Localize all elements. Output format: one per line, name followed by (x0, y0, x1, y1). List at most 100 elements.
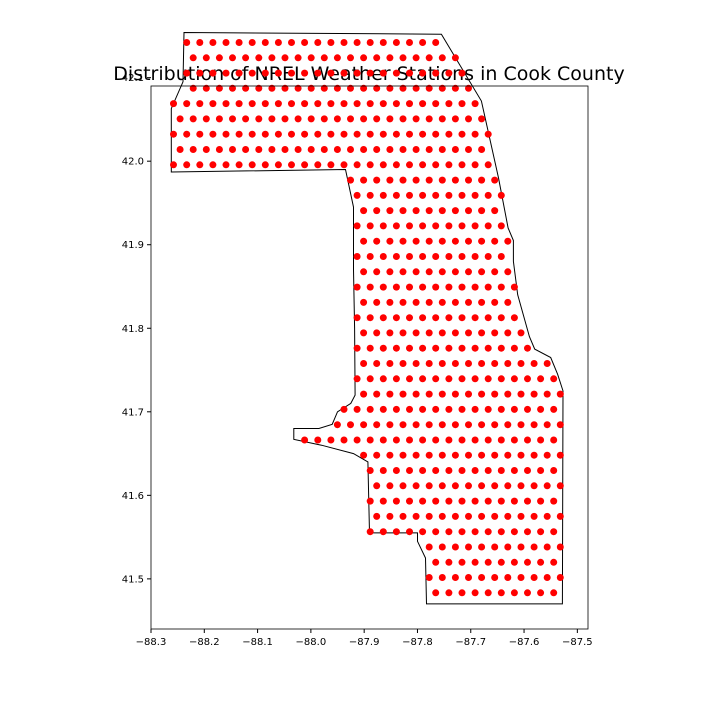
station-marker (294, 115, 302, 123)
station-marker (543, 360, 551, 367)
station-marker (255, 115, 263, 123)
station-marker (176, 146, 184, 153)
x-tick-label: −88.2 (189, 637, 220, 648)
station-marker (379, 69, 387, 77)
station-marker (458, 69, 466, 77)
station-marker (471, 222, 479, 230)
station-marker (458, 589, 466, 597)
station-marker (543, 574, 551, 581)
station-marker (242, 54, 250, 62)
station-marker (451, 482, 459, 490)
station-marker (183, 100, 191, 108)
station-marker (530, 543, 538, 551)
station-marker (360, 237, 368, 245)
station-marker (392, 253, 400, 260)
station-marker (530, 482, 538, 490)
x-tick-label: −87.6 (509, 637, 540, 648)
station-marker (497, 253, 505, 260)
station-marker (222, 69, 230, 77)
station-marker (451, 329, 459, 337)
station-marker (307, 115, 315, 123)
station-marker (537, 405, 545, 413)
station-marker (399, 268, 407, 276)
station-marker (510, 283, 518, 291)
station-marker (373, 421, 381, 429)
station-marker (419, 497, 427, 505)
station-marker (314, 130, 322, 138)
station-marker (373, 207, 381, 215)
station-marker (327, 100, 335, 108)
station-marker (399, 298, 407, 306)
station-marker (432, 589, 440, 597)
station-marker (550, 497, 558, 505)
station-marker (301, 100, 309, 108)
station-marker (465, 176, 472, 184)
station-marker (327, 436, 335, 444)
station-marker (484, 405, 492, 413)
station-marker (379, 222, 387, 230)
station-marker (510, 314, 518, 322)
station-marker (386, 176, 394, 184)
station-marker (497, 528, 505, 536)
station-marker (307, 146, 315, 153)
station-marker (170, 161, 177, 169)
station-marker (524, 589, 531, 597)
station-marker (465, 451, 472, 459)
station-marker (419, 344, 427, 352)
x-tick-label: −87.7 (455, 637, 486, 648)
station-marker (222, 100, 230, 108)
station-marker (471, 467, 479, 474)
station-marker (314, 161, 322, 169)
station-marker (438, 207, 446, 215)
station-marker (438, 176, 446, 184)
station-marker (392, 467, 400, 474)
station-marker (510, 405, 518, 413)
station-marker (419, 100, 427, 108)
station-marker (451, 207, 459, 215)
station-marker (209, 39, 217, 46)
station-marker (353, 436, 361, 444)
station-marker (556, 451, 564, 459)
station-marker (301, 130, 309, 138)
station-marker (451, 421, 459, 429)
station-marker (425, 268, 433, 276)
station-marker (229, 54, 236, 62)
station-marker (406, 283, 413, 291)
station-marker (406, 405, 413, 413)
station-marker (386, 268, 394, 276)
station-marker (360, 390, 368, 398)
station-marker (320, 54, 328, 62)
station-marker (497, 344, 505, 352)
station-marker (478, 115, 486, 123)
station-marker (373, 360, 381, 367)
station-marker (478, 146, 486, 153)
station-marker (235, 130, 243, 138)
station-marker (386, 146, 394, 153)
station-marker (399, 390, 407, 398)
station-marker (458, 253, 466, 260)
station-marker (333, 115, 341, 123)
station-marker (504, 237, 512, 245)
station-marker (255, 146, 263, 153)
station-marker (392, 191, 400, 199)
station-marker (491, 268, 499, 276)
station-marker (556, 482, 564, 490)
station-marker (366, 39, 374, 46)
station-marker (268, 84, 276, 92)
station-marker (458, 314, 466, 322)
station-marker (465, 298, 472, 306)
station-marker (419, 39, 427, 46)
station-marker (202, 146, 210, 153)
station-marker (288, 39, 295, 46)
station-marker (438, 574, 446, 581)
station-marker (445, 69, 453, 77)
x-tick-label: −87.9 (349, 637, 380, 648)
station-marker (438, 237, 446, 245)
station-marker (189, 115, 197, 123)
station-marker (360, 54, 368, 62)
station-marker (379, 161, 387, 169)
station-marker (196, 100, 204, 108)
station-marker (504, 329, 512, 337)
station-marker (340, 405, 348, 413)
station-marker (392, 100, 400, 108)
